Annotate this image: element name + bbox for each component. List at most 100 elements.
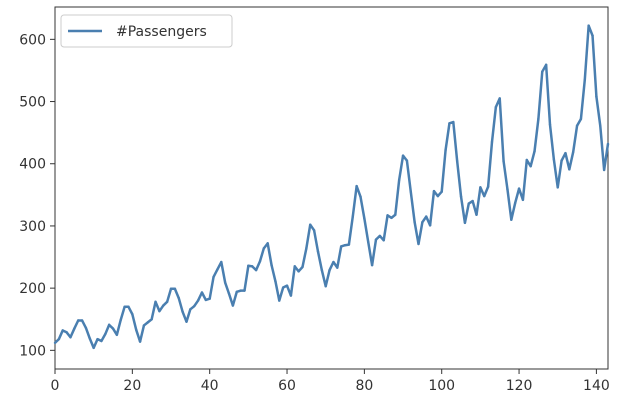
data-point xyxy=(347,243,351,246)
data-point xyxy=(564,151,567,155)
data-point xyxy=(123,305,126,308)
data-point xyxy=(223,281,227,284)
data-point xyxy=(455,160,459,163)
data-point xyxy=(208,297,211,300)
data-point xyxy=(243,289,246,292)
data-point xyxy=(142,324,146,327)
x-tick-label: 60 xyxy=(278,378,296,394)
data-point xyxy=(193,304,196,308)
x-tick-label: 100 xyxy=(428,378,455,394)
data-point xyxy=(293,265,296,268)
data-point xyxy=(69,336,72,339)
data-point xyxy=(552,158,556,161)
data-point xyxy=(92,346,95,350)
data-point xyxy=(541,70,544,73)
data-point xyxy=(146,321,150,324)
x-tick-label: 40 xyxy=(201,378,219,394)
data-point xyxy=(162,304,165,307)
data-point xyxy=(127,305,130,308)
data-point xyxy=(359,195,362,198)
data-point xyxy=(463,221,467,225)
data-point xyxy=(587,24,590,27)
data-point xyxy=(506,188,509,191)
data-point xyxy=(602,168,606,172)
data-point xyxy=(579,117,583,121)
data-point xyxy=(606,142,610,146)
data-point xyxy=(216,268,219,271)
data-point xyxy=(374,238,378,241)
data-point xyxy=(428,224,432,227)
data-point xyxy=(320,268,324,272)
data-point xyxy=(494,105,498,109)
data-point xyxy=(397,178,401,182)
data-point xyxy=(57,337,61,341)
data-point xyxy=(370,263,374,267)
data-point xyxy=(332,260,335,264)
data-point xyxy=(417,242,420,246)
data-point xyxy=(525,158,528,162)
data-point xyxy=(401,154,405,157)
data-point xyxy=(258,260,262,263)
y-tick-label: 600 xyxy=(19,32,46,48)
data-point xyxy=(386,214,389,217)
data-point xyxy=(185,320,188,323)
data-point xyxy=(73,327,76,330)
data-point xyxy=(80,319,84,322)
data-point xyxy=(339,245,343,248)
data-point xyxy=(227,292,231,295)
data-point xyxy=(448,122,451,125)
plot-area xyxy=(54,6,609,370)
data-point xyxy=(266,242,269,245)
data-point xyxy=(262,247,266,250)
data-point xyxy=(278,299,281,302)
data-point xyxy=(479,186,482,189)
data-point xyxy=(285,284,289,287)
data-point xyxy=(425,215,428,218)
data-point xyxy=(444,148,447,152)
data-point xyxy=(204,298,208,302)
x-tick-label: 20 xyxy=(123,378,141,394)
data-point xyxy=(413,221,416,224)
y-tick-label: 300 xyxy=(19,219,46,235)
data-point xyxy=(351,215,354,218)
data-point xyxy=(440,190,443,193)
data-point xyxy=(239,289,242,292)
data-point xyxy=(220,260,223,264)
data-point xyxy=(61,329,64,332)
data-point xyxy=(131,313,134,316)
data-point xyxy=(53,341,57,345)
data-point xyxy=(513,201,517,205)
y-tick-label: 400 xyxy=(19,157,46,173)
data-point xyxy=(409,190,412,193)
x-tick-label: 0 xyxy=(51,378,60,394)
y-tick-label: 500 xyxy=(19,95,46,111)
data-point xyxy=(486,185,490,188)
data-point xyxy=(591,34,594,37)
data-point xyxy=(270,263,273,267)
data-point xyxy=(537,117,540,121)
series-points xyxy=(53,24,610,350)
x-tick-label: 80 xyxy=(355,378,373,394)
data-point xyxy=(560,159,563,162)
data-point xyxy=(490,140,494,144)
data-point xyxy=(158,309,161,313)
x-axis: 0 20 40 60 80 100 120 140 xyxy=(51,369,610,394)
data-point xyxy=(104,332,107,336)
data-point xyxy=(343,244,347,247)
data-point xyxy=(115,333,119,336)
data-point xyxy=(556,186,559,189)
data-point xyxy=(247,264,250,267)
data-point xyxy=(382,239,385,242)
data-point xyxy=(77,319,80,322)
data-point xyxy=(119,318,122,322)
data-point xyxy=(212,275,215,279)
data-point xyxy=(394,213,397,216)
data-point xyxy=(421,221,424,224)
data-point xyxy=(274,280,277,283)
legend: #Passengers xyxy=(60,14,233,48)
data-point xyxy=(483,194,486,198)
data-point xyxy=(583,78,586,81)
data-point xyxy=(336,266,339,269)
